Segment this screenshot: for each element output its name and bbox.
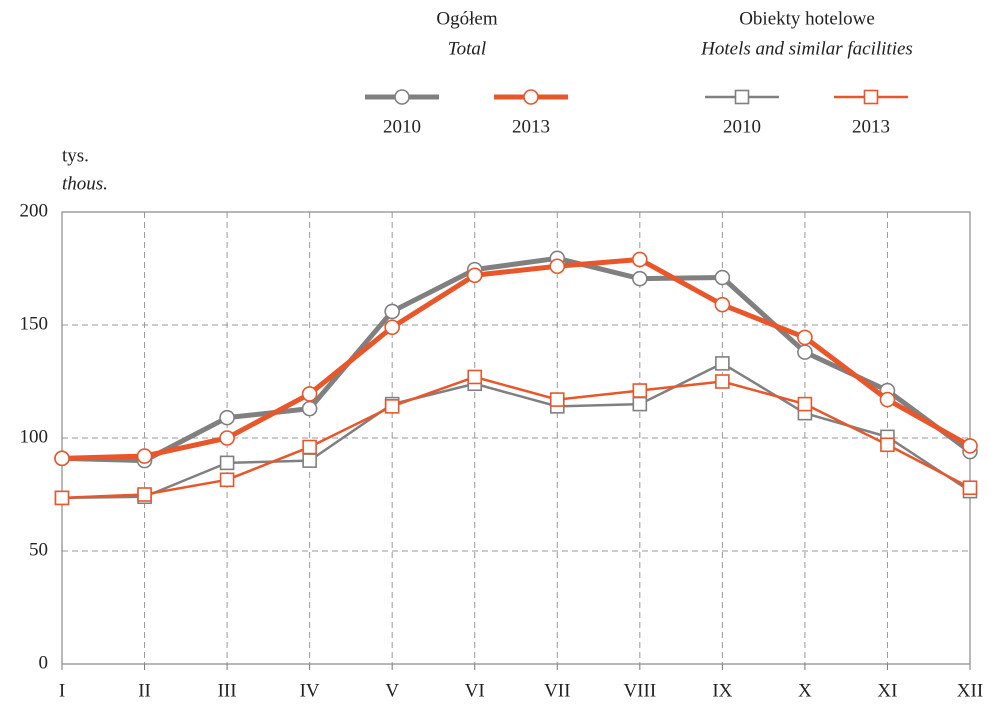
series-line <box>61 375 971 500</box>
y-tick-label: 50 <box>29 539 48 560</box>
marker <box>394 89 410 105</box>
marker <box>54 450 70 467</box>
marker <box>549 258 566 275</box>
marker <box>219 472 235 488</box>
x-tick-label: VII <box>544 680 570 701</box>
marker <box>714 269 731 286</box>
marker <box>301 400 318 417</box>
marker <box>632 270 648 287</box>
legend-label: 2010 <box>383 116 421 137</box>
x-tick-label: XII <box>957 680 983 701</box>
marker <box>467 369 483 385</box>
marker <box>962 480 978 496</box>
marker <box>301 386 318 402</box>
legend-label: 2013 <box>852 116 890 137</box>
series-line <box>61 256 972 461</box>
y-axis-label: tys. <box>62 145 89 166</box>
legend-label: 2010 <box>723 116 761 137</box>
x-tick-label: IX <box>712 680 732 701</box>
x-tick-label: II <box>138 680 151 701</box>
marker <box>137 487 152 502</box>
marker <box>523 89 539 105</box>
legend-group-subtitle: Total <box>448 38 486 59</box>
x-tick-label: IV <box>300 680 320 701</box>
marker <box>797 344 813 360</box>
y-tick-label: 150 <box>20 313 49 334</box>
legend-group-title: Ogółem <box>436 8 497 29</box>
marker <box>632 251 648 268</box>
marker <box>714 296 731 313</box>
marker <box>715 356 730 371</box>
marker <box>797 396 813 412</box>
marker <box>715 374 730 389</box>
marker <box>632 383 648 398</box>
marker <box>54 490 70 506</box>
x-tick-label: XI <box>877 680 897 701</box>
x-tick-label: X <box>798 680 812 701</box>
marker <box>880 437 895 453</box>
x-tick-label: V <box>385 680 399 701</box>
legend-group-subtitle: Hotels and similar facilities <box>700 38 913 59</box>
x-tick-label: I <box>59 680 65 701</box>
x-tick-label: VIII <box>623 680 656 701</box>
marker <box>384 303 400 320</box>
y-axis-label-en: thous. <box>62 173 108 194</box>
legend-group-title: Obiekty hotelowe <box>739 8 875 29</box>
marker <box>466 267 483 284</box>
y-tick-label: 200 <box>20 200 49 221</box>
x-tick-label: VI <box>465 680 485 701</box>
marker <box>549 392 565 407</box>
marker <box>384 319 400 336</box>
marker <box>219 430 235 446</box>
x-tick-label: III <box>218 680 237 701</box>
legend-label: 2013 <box>512 116 550 137</box>
series-line <box>61 255 972 464</box>
marker <box>302 453 317 468</box>
plot-frame <box>61 211 971 665</box>
marker <box>219 409 235 426</box>
marker <box>879 391 896 408</box>
marker <box>797 329 813 346</box>
marker <box>384 399 400 414</box>
marker <box>962 438 978 454</box>
y-tick-label: 100 <box>20 426 49 447</box>
marker <box>136 448 153 464</box>
marker <box>632 396 648 412</box>
y-tick-label: 0 <box>39 652 49 673</box>
marker <box>302 439 317 455</box>
series-line <box>61 362 971 500</box>
marker <box>219 455 235 471</box>
marker <box>734 89 750 105</box>
marker <box>863 89 879 105</box>
